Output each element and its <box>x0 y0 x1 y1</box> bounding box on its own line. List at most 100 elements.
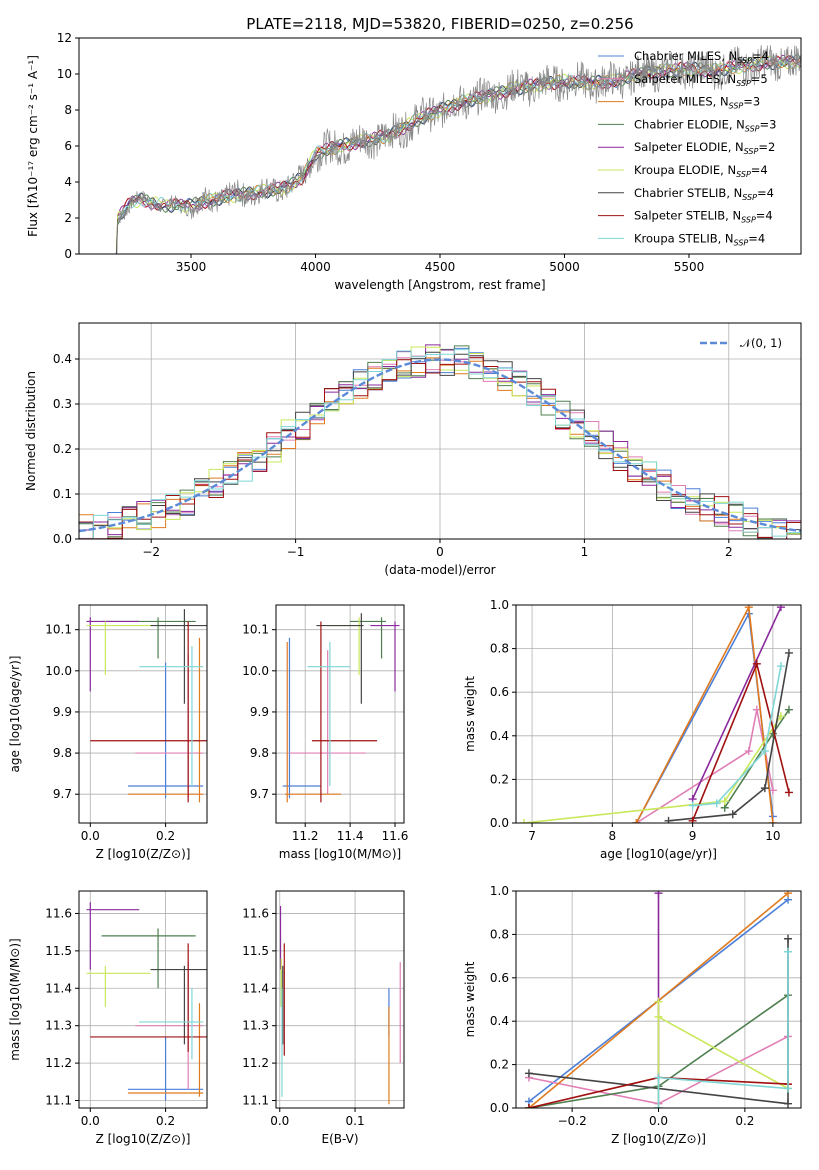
weight-marker <box>760 747 769 756</box>
weight-marker <box>784 934 793 943</box>
spectrum-data-line <box>116 45 801 254</box>
axes-frame <box>515 604 802 824</box>
legend-label: Chabrier MILES, NSSP=4 <box>634 49 769 65</box>
x-tick-label: 0.2 <box>735 1114 754 1128</box>
errorbar-point <box>316 613 364 704</box>
y-tick-label: 1.0 <box>490 598 509 612</box>
errorbar-point <box>101 928 196 989</box>
y-tick-label: 11.5 <box>45 944 72 958</box>
y-tick-label: 11.3 <box>45 1019 72 1033</box>
x-tick-label: 0 <box>436 545 444 559</box>
y-tick-label: 4 <box>64 175 72 189</box>
spectrum-plot-area <box>115 45 801 254</box>
weight-marker <box>632 819 641 823</box>
y-tick-label: 0.4 <box>490 729 509 743</box>
age_vs_mass-axes: 11.2 11.4 11.6 9.7 9.8 9.9 10.0 10.1 mass [log10… <box>242 604 409 861</box>
weight-marker <box>520 819 529 823</box>
x-axis-label: E(B-V) <box>321 1132 358 1146</box>
errorbar-point <box>127 1036 204 1101</box>
residuals-axes: −2 −1 0 1 2 0.0 0.1 0.2 0.3 0.4 (data-model)/error… <box>24 322 802 577</box>
x-tick-label: 0.0 <box>81 829 100 843</box>
axes-frame <box>275 604 405 824</box>
weight-marker <box>784 648 793 657</box>
x-tick-label: 1 <box>581 545 589 559</box>
legend-label: 𝒩(0, 1) <box>740 336 782 350</box>
legend-label: Salpeter MILES, NSSP=5 <box>634 72 768 88</box>
weight-marker <box>654 1012 663 1021</box>
weight-series-line <box>657 1001 789 1108</box>
age_vs_mass-plot-area <box>282 613 400 803</box>
x-tick-label: 3500 <box>176 260 207 274</box>
y-tick-label: 10.1 <box>45 623 72 637</box>
y-axis-label: mass weight <box>463 676 477 752</box>
gaussian-curve <box>79 358 801 533</box>
weight-series-line <box>724 709 790 809</box>
errorbar-point <box>127 637 204 803</box>
errorbar-point <box>150 609 207 704</box>
weight_vs_Z-plot-area <box>524 891 793 1108</box>
y-axis-label: Normed distribution <box>24 371 38 491</box>
y-tick-label: 0 <box>64 247 72 261</box>
x-tick-label: 0.2 <box>156 1114 175 1128</box>
y-tick-label: 11.3 <box>242 1019 269 1033</box>
y-tick-label: 0.4 <box>53 352 72 366</box>
y-tick-label: 11.4 <box>242 981 269 995</box>
y-tick-label: 11.2 <box>242 1056 269 1070</box>
y-tick-label: 11.2 <box>45 1056 72 1070</box>
x-tick-label: 8 <box>609 829 617 843</box>
weight-marker <box>784 1084 793 1093</box>
x-tick-label: 11.6 <box>382 829 409 843</box>
y-tick-label: 9.8 <box>53 746 72 760</box>
x-axis-label: mass [log10(M/M⊙)] <box>279 847 401 861</box>
weight-marker <box>728 810 737 819</box>
y-tick-label: 0.6 <box>490 685 509 699</box>
y-tick-label: 0.2 <box>53 442 72 456</box>
x-tick-label: 0.0 <box>81 1114 100 1128</box>
x-tick-label: 0.0 <box>649 1114 668 1128</box>
errorbar-point <box>284 642 342 803</box>
x-axis-label: wavelength [Angstrom, rest frame] <box>334 278 545 292</box>
legend: 𝒩(0, 1) <box>700 336 782 350</box>
weight-marker <box>784 788 793 797</box>
weight-marker <box>688 801 697 810</box>
weight-marker <box>744 747 753 756</box>
errorbar-point <box>135 962 204 1090</box>
errorbar-point <box>86 617 140 692</box>
x-axis-label: Z [log10(Z/Z⊙)] <box>611 1132 706 1146</box>
weight-marker <box>768 819 777 823</box>
x-tick-label: 11.4 <box>337 829 364 843</box>
weight-marker <box>768 786 777 795</box>
errorbar-point <box>289 650 366 795</box>
weight-series-line <box>657 951 789 1108</box>
y-tick-label: 0.2 <box>490 772 509 786</box>
mass_vs_ebv-axes: 0.0 0.1 11.1 11.2 11.3 11.4 11.5 11.6 E(B-V) <box>242 890 405 1146</box>
x-tick-label: 0.0 <box>270 1114 289 1128</box>
weight-marker <box>654 997 663 1006</box>
weight_vs_age-axes: 7 8 9 10 0.0 0.2 0.4 0.6 0.8 1.0 age [log10(age/yr… <box>463 598 802 861</box>
y-tick-label: 6 <box>64 139 72 153</box>
spectrum-axes: 3500 4000 4500 5000 5500 0 2 4 6 8 10 12 wavelength … <box>26 31 802 292</box>
errorbar-point <box>86 902 140 970</box>
x-axis-label: Z [log10(Z/Z⊙)] <box>96 847 191 861</box>
x-tick-label: 0.1 <box>346 1114 365 1128</box>
weight-marker <box>524 1104 533 1108</box>
weight-marker <box>712 799 721 808</box>
weight-marker <box>524 1069 533 1078</box>
errorbar-point <box>150 965 207 1045</box>
legend-label: Kroupa MILES, NSSP=3 <box>634 95 760 111</box>
y-tick-label: 11.1 <box>45 1094 72 1108</box>
legend-label: Kroupa STELIB, NSSP=4 <box>634 231 765 247</box>
mass_vs_Z-plot-area <box>86 902 207 1101</box>
weight-marker <box>752 659 761 668</box>
y-tick-label: 9.7 <box>53 787 72 801</box>
y-tick-label: 9.7 <box>250 787 269 801</box>
y-tick-label: 0.3 <box>53 397 72 411</box>
x-axis-label: (data-model)/error <box>384 563 495 577</box>
errorbar-point <box>90 943 207 1052</box>
y-tick-label: 9.9 <box>250 705 269 719</box>
errorbar-point <box>135 654 204 799</box>
y-tick-label: 10.0 <box>242 664 269 678</box>
weight-marker <box>654 1073 663 1082</box>
y-tick-label: 2 <box>64 211 72 225</box>
